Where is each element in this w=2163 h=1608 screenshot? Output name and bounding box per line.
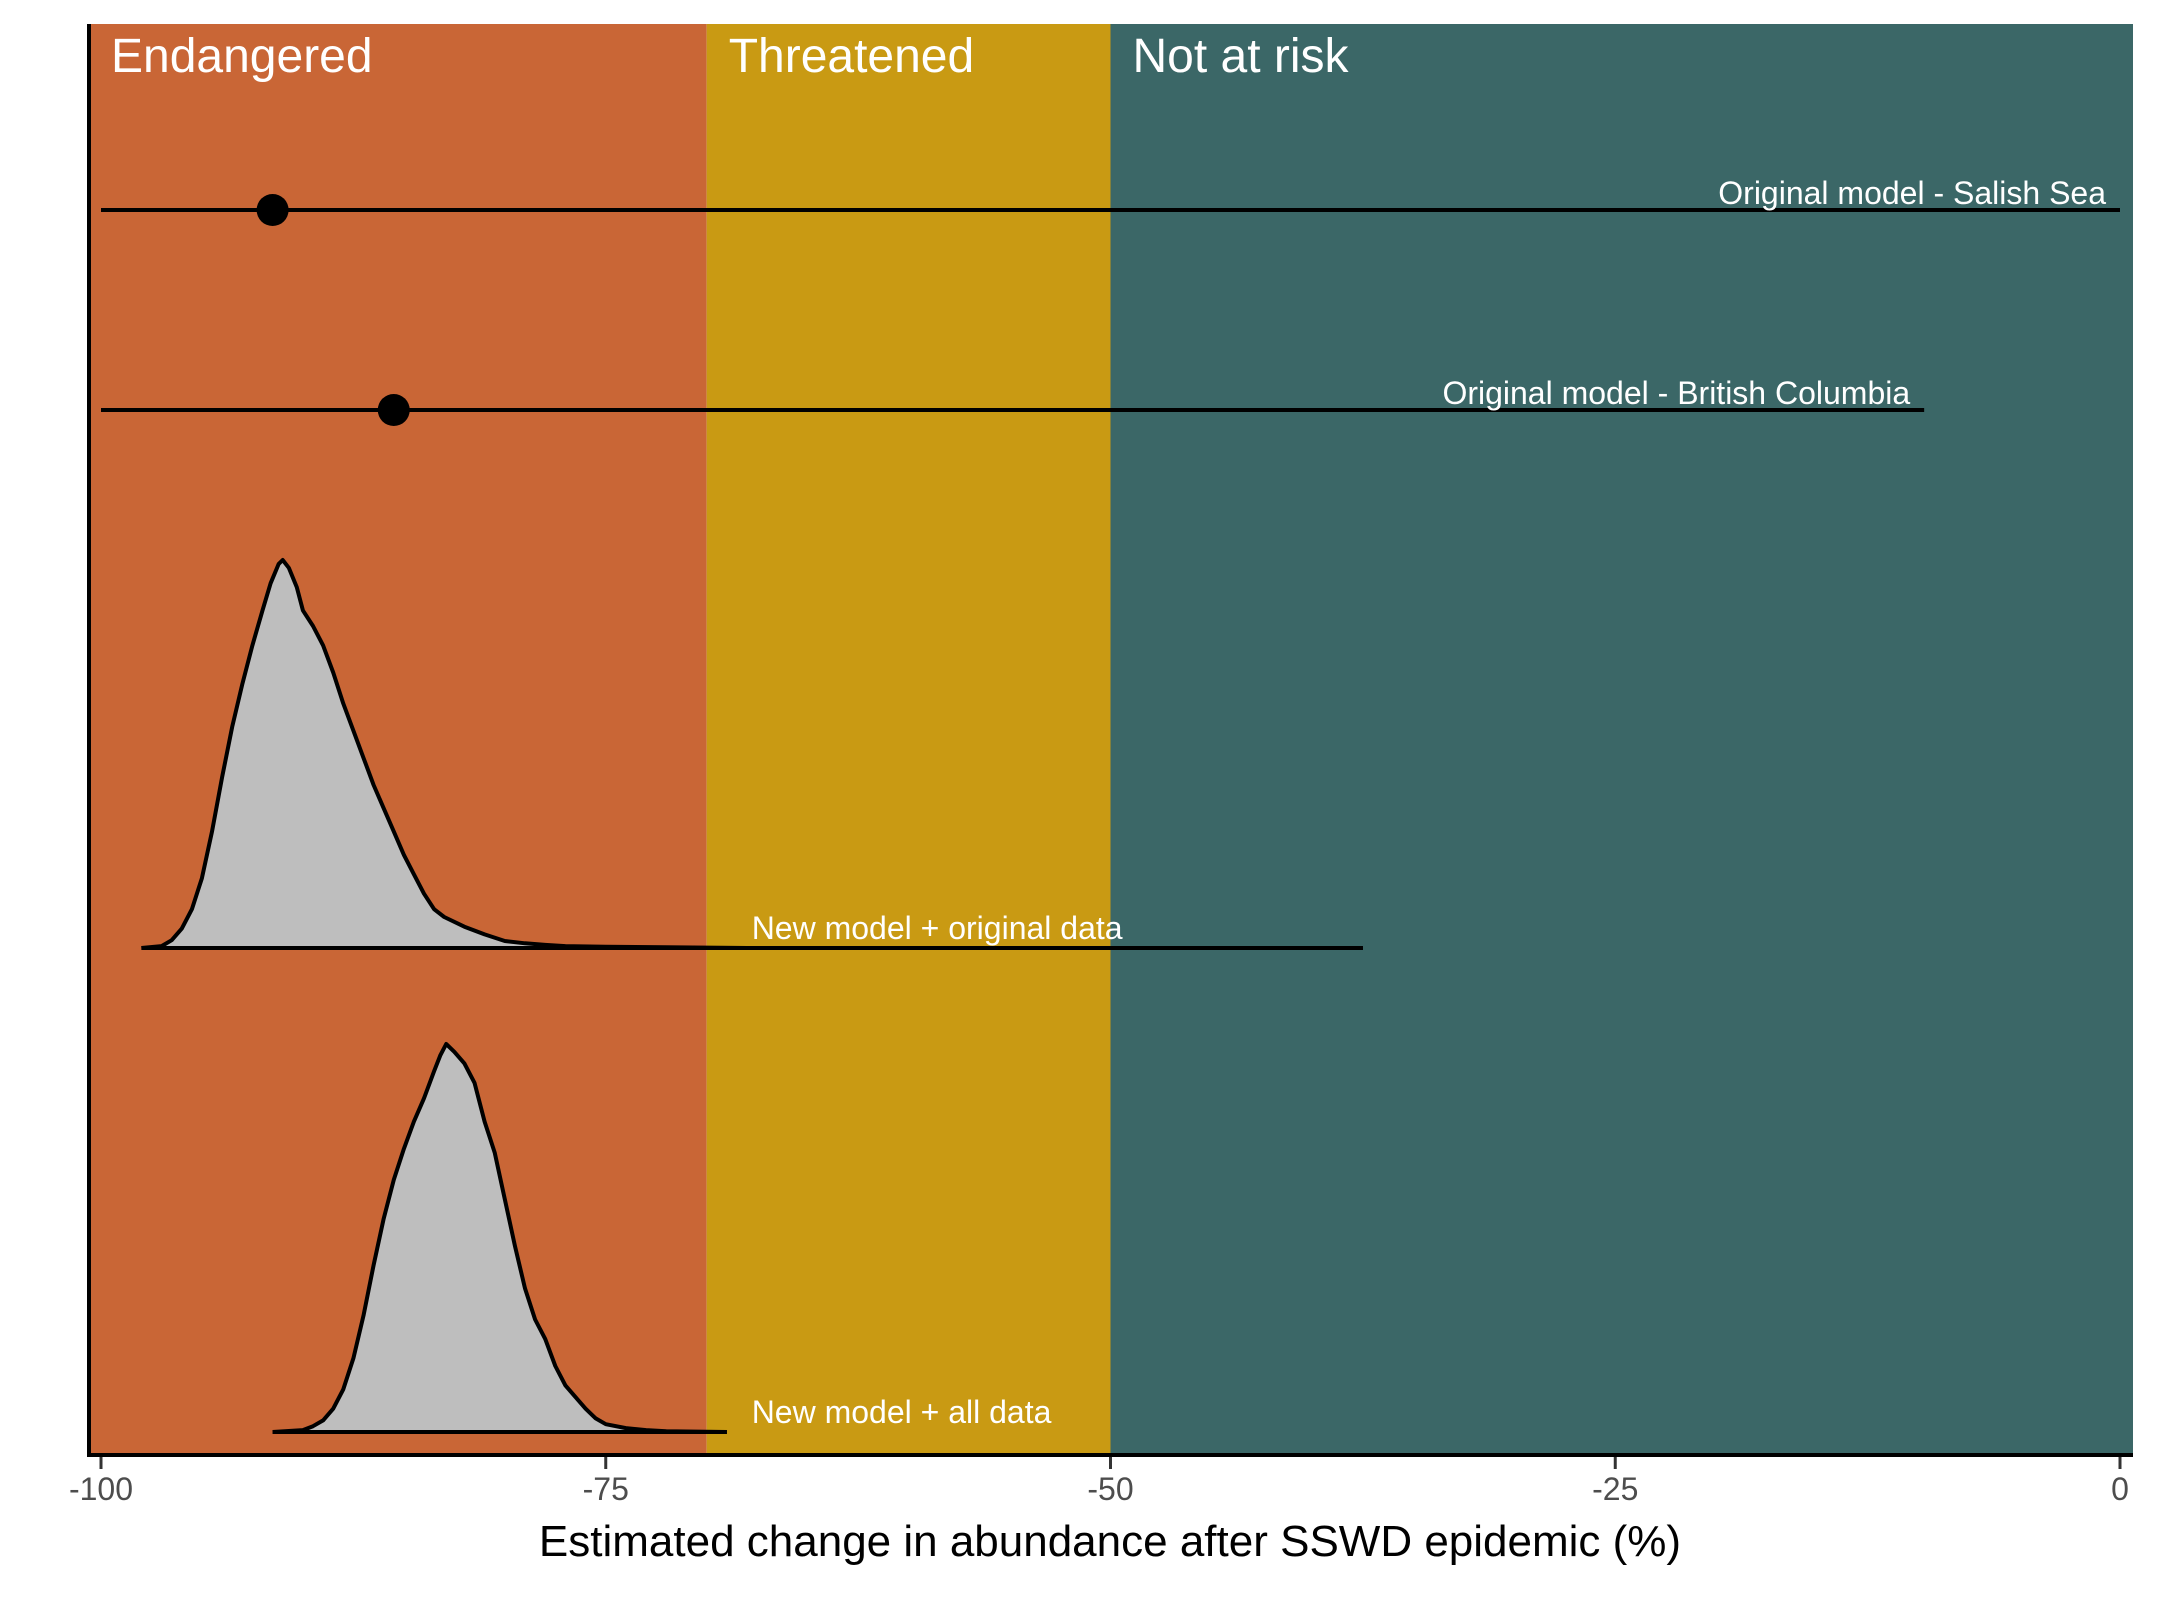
density-curve-new-model-original-data — [141, 558, 1363, 950]
x-axis-title: Estimated change in abundance after SSWD… — [539, 1517, 1681, 1566]
zone-labels: Endangered Threatened Not at risk — [111, 30, 1350, 83]
x-tick-label: -50 — [1087, 1471, 1133, 1507]
x-tick-label: -100 — [69, 1471, 133, 1507]
density-fill-new-model-all-data — [272, 1044, 727, 1432]
zone-label-threatened: Threatened — [729, 30, 975, 83]
interval-point-original-model-salish-sea — [256, 194, 289, 226]
zone-label-not-at-risk: Not at risk — [1133, 30, 1350, 83]
x-tick-label: 0 — [2111, 1471, 2129, 1507]
x-tick-label: -75 — [583, 1471, 629, 1507]
interval-series — [101, 194, 2120, 426]
density-fill-new-model-original-data — [141, 560, 1363, 948]
zone-threatened — [706, 24, 1111, 1455]
axes — [87, 24, 2133, 1457]
series-label-new-model-original-data: New model + original data — [752, 910, 1123, 946]
risk-zones — [89, 24, 2133, 1455]
series-labels: New model + original data New model + all… — [752, 175, 2107, 1430]
series-label-original-model-salish-sea: Original model - Salish Sea — [1718, 175, 2106, 211]
series-label-new-model-all-data: New model + all data — [752, 1394, 1052, 1430]
density-curve-new-model-all-data — [272, 1042, 727, 1434]
x-axis-ticks: -100 -75 -50 -25 0 — [69, 1457, 2129, 1507]
interval-point-original-model-british-columbia — [377, 394, 410, 426]
zone-not-at-risk — [1110, 24, 2133, 1455]
series-label-original-model-british-columbia: Original model - British Columbia — [1442, 375, 1910, 411]
zone-label-endangered: Endangered — [111, 30, 373, 83]
density-series — [141, 558, 1363, 1434]
x-tick-label: -25 — [1592, 1471, 1638, 1507]
